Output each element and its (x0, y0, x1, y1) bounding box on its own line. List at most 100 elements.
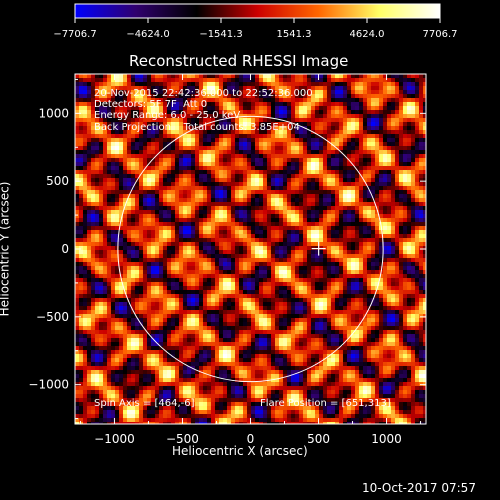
heatmap-cell (355, 194, 359, 198)
heatmap-cell (151, 162, 155, 166)
heatmap-cell (215, 242, 219, 246)
heatmap-cell (219, 266, 223, 270)
heatmap-cell (223, 142, 227, 146)
heatmap-cell (347, 102, 351, 106)
heatmap-cell (275, 298, 279, 302)
heatmap-cell (79, 206, 83, 210)
heatmap-cell (399, 290, 403, 294)
heatmap-cell (323, 286, 327, 290)
heatmap-cell (279, 122, 283, 126)
heatmap-cell (83, 90, 87, 94)
heatmap-cell (307, 106, 311, 110)
heatmap-cell (275, 282, 279, 286)
heatmap-cell (219, 94, 223, 98)
heatmap-cell (187, 210, 191, 214)
heatmap-cell (147, 126, 151, 130)
heatmap-cell (339, 78, 343, 82)
heatmap-cell (95, 294, 99, 298)
heatmap-cell (363, 122, 367, 126)
heatmap-cell (311, 106, 315, 110)
heatmap-cell (419, 266, 423, 270)
heatmap-cell (339, 170, 343, 174)
heatmap-cell (99, 230, 103, 234)
heatmap-cell (343, 130, 347, 134)
heatmap-cell (127, 182, 131, 186)
heatmap-cell (175, 82, 179, 86)
heatmap-cell (387, 190, 391, 194)
heatmap-cell (263, 114, 267, 118)
heatmap-cell (199, 202, 203, 206)
heatmap-cell (223, 198, 227, 202)
heatmap-cell (219, 110, 223, 114)
heatmap-cell (95, 242, 99, 246)
heatmap-cell (287, 282, 291, 286)
heatmap-cell (231, 98, 235, 102)
heatmap-cell (147, 102, 151, 106)
heatmap-cell (235, 202, 239, 206)
heatmap-cell (103, 270, 107, 274)
heatmap-cell (423, 246, 426, 250)
heatmap-cell (119, 290, 123, 294)
heatmap-cell (383, 278, 387, 282)
heatmap-cell (287, 78, 291, 82)
heatmap-cell (195, 170, 199, 174)
heatmap-cell (327, 166, 331, 170)
heatmap-cell (147, 238, 151, 242)
heatmap-cell (191, 78, 195, 82)
heatmap-cell (255, 106, 259, 110)
heatmap-cell (391, 114, 395, 118)
heatmap-cell (307, 86, 311, 90)
heatmap-cell (231, 166, 235, 170)
heatmap-cell (103, 238, 107, 242)
heatmap-cell (255, 266, 259, 270)
heatmap-cell (343, 138, 347, 142)
heatmap-cell (131, 174, 135, 178)
heatmap-cell (115, 194, 119, 198)
heatmap-cell (207, 246, 211, 250)
heatmap-cell (251, 198, 255, 202)
heatmap-cell (155, 166, 159, 170)
heatmap-cell (407, 174, 411, 178)
heatmap-cell (363, 190, 367, 194)
heatmap-cell (275, 90, 279, 94)
heatmap-cell (155, 182, 159, 186)
heatmap-cell (155, 178, 159, 182)
heatmap-cell (115, 290, 119, 294)
heatmap-cell (91, 262, 95, 266)
heatmap-cell (375, 158, 379, 162)
heatmap-cell (251, 106, 255, 110)
heatmap-cell (111, 186, 115, 190)
heatmap-cell (91, 286, 95, 290)
heatmap-cell (255, 158, 259, 162)
heatmap-cell (263, 234, 267, 238)
heatmap-cell (303, 130, 307, 134)
heatmap-cell (187, 294, 191, 298)
heatmap-cell (231, 222, 235, 226)
heatmap-cell (355, 142, 359, 146)
heatmap-image (75, 74, 426, 424)
heatmap-cell (87, 178, 91, 182)
heatmap-cell (371, 150, 375, 154)
heatmap-cell (87, 106, 91, 110)
heatmap-cell (343, 198, 347, 202)
heatmap-cell (147, 222, 151, 226)
heatmap-cell (415, 138, 419, 142)
heatmap-cell (143, 186, 147, 190)
heatmap-cell (171, 146, 175, 150)
heatmap-cell (347, 214, 351, 218)
heatmap-cell (295, 198, 299, 202)
heatmap-cell (263, 102, 267, 106)
heatmap-cell (155, 94, 159, 98)
heatmap-cell (371, 118, 375, 122)
heatmap-cell (243, 174, 247, 178)
heatmap-cell (371, 82, 375, 86)
heatmap-cell (111, 154, 115, 158)
heatmap-cell (203, 294, 207, 298)
heatmap-cell (335, 206, 339, 210)
heatmap-cell (255, 262, 259, 266)
heatmap-cell (275, 182, 279, 186)
heatmap-cell (351, 258, 355, 262)
heatmap-cell (319, 190, 323, 194)
heatmap-cell (263, 226, 267, 230)
heatmap-cell (175, 278, 179, 282)
